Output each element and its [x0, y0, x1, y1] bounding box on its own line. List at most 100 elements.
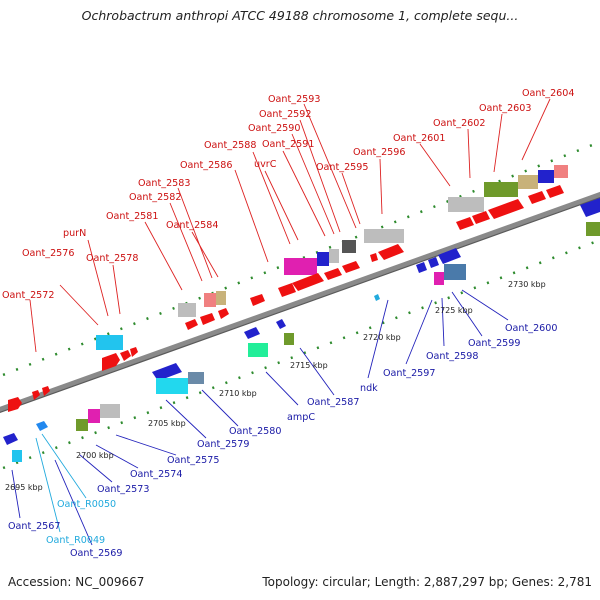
gene-arrow — [488, 199, 524, 219]
gene-arrow — [438, 248, 461, 264]
kbp-tick-label: 2700 kbp — [76, 451, 114, 460]
gene-arrow — [472, 211, 490, 224]
gene-label: Oant_2569 — [70, 548, 123, 559]
forward-genes — [8, 165, 568, 412]
gene-label: Oant_2602 — [433, 118, 486, 129]
gene-arrow — [416, 262, 427, 273]
gene-block — [216, 291, 226, 305]
gene-arrow — [250, 294, 265, 306]
gene-arrow — [130, 347, 138, 357]
gene-block — [518, 175, 538, 189]
gene-block — [586, 222, 600, 236]
gene-label: Oant_2583 — [138, 178, 191, 189]
forward-leader-lines — [29, 98, 551, 353]
accession-text: Accession: NC_009667 — [8, 575, 145, 589]
gene-arrow — [324, 268, 342, 280]
kbp-tick-label: 2705 kbp — [148, 419, 186, 428]
gene-label: ndk — [360, 383, 378, 394]
gene-label: Oant_2572 — [2, 290, 55, 301]
gene-label: Oant_2584 — [166, 220, 219, 231]
gene-block — [100, 404, 120, 418]
gene-arrow — [185, 319, 198, 330]
gene-block — [364, 229, 404, 243]
gene-block — [12, 450, 22, 462]
gene-label: Oant_2578 — [86, 253, 139, 264]
gene-block — [88, 409, 100, 423]
gene-block — [444, 264, 466, 280]
gene-label: Oant_2581 — [106, 211, 159, 222]
gene-arrow — [456, 217, 474, 230]
map-title: Ochrobactrum anthropi ATCC 49188 chromos… — [81, 8, 519, 23]
gene-block — [538, 170, 554, 183]
gene-block — [156, 378, 188, 394]
gene-arrow — [8, 397, 22, 412]
gene-arrow — [102, 353, 120, 371]
gene-label: Oant_2573 — [97, 484, 150, 495]
gene-arrow — [42, 386, 50, 396]
reverse-gene-labels: Oant_2567 Oant_2569 Oant_2573 Oant_2574 … — [8, 323, 558, 559]
kbp-tick-label: 2695 kbp — [5, 483, 43, 492]
gene-arrow — [342, 261, 360, 273]
forward-gene-labels: Oant_2572 Oant_2576 purN Oant_2578 Oant_… — [2, 88, 575, 301]
gene-block — [178, 303, 196, 317]
gene-label: Oant_2575 — [167, 455, 220, 466]
gene-arrow — [292, 273, 324, 291]
kbp-tick-label: 2710 kbp — [219, 389, 257, 398]
gene-arrow — [120, 350, 131, 361]
gene-label: Oant_2597 — [383, 368, 436, 379]
gene-arrow — [3, 433, 18, 445]
reverse-genes — [3, 198, 600, 462]
gene-block — [554, 165, 568, 178]
kbp-tick-label: 2725 kbp — [435, 306, 473, 315]
gene-label: Oant_2592 — [259, 109, 312, 120]
kbp-tick-label: 2730 kbp — [508, 280, 546, 289]
reverse-leader-lines — [11, 289, 509, 546]
gene-label: Oant_2591 — [262, 139, 315, 150]
kbp-tick-label: 2720 kbp — [363, 333, 401, 342]
gene-arrow — [36, 421, 48, 431]
gene-label: Oant_2582 — [129, 192, 182, 203]
gene-arrow — [278, 283, 296, 297]
gene-arrow — [276, 319, 286, 329]
gene-arrow — [428, 257, 439, 268]
gene-label: Oant_2579 — [197, 439, 250, 450]
gene-block — [448, 197, 484, 212]
topology-text: Topology: circular; Length: 2,887,297 bp… — [262, 575, 592, 589]
gene-label: Oant_2586 — [180, 160, 233, 171]
gene-label: Oant_R0050 — [57, 499, 116, 510]
gene-arrow — [370, 253, 378, 262]
gene-label: ampC — [287, 412, 315, 423]
gene-label: Oant_2600 — [505, 323, 558, 334]
gene-label: Oant_2593 — [268, 94, 321, 105]
gene-arrow — [546, 185, 564, 198]
rna-gene-labels: Oant_R0050 Oant_R0049 — [46, 499, 116, 546]
gene-block — [342, 240, 356, 253]
gene-block — [76, 419, 88, 431]
gene-label: Oant_2587 — [307, 397, 360, 408]
gene-block — [284, 258, 317, 275]
gene-block — [96, 335, 123, 350]
kbp-tick-label: 2715 kbp — [290, 361, 328, 370]
gene-arrow — [244, 327, 260, 339]
gene-label: Oant_2595 — [316, 162, 369, 173]
gene-label: purN — [63, 228, 86, 239]
chromosome-backbone — [0, 191, 600, 413]
gene-label: Oant_2574 — [130, 469, 183, 480]
gene-label: Oant_2567 — [8, 521, 61, 532]
gene-arrow — [152, 363, 182, 381]
gene-block — [434, 272, 444, 285]
gene-label: Oant_2604 — [522, 88, 575, 99]
gene-label: Oant_2601 — [393, 133, 446, 144]
gene-label: uvrC — [254, 159, 277, 170]
gene-label: Oant_2596 — [353, 147, 406, 158]
gene-block — [317, 252, 329, 266]
gene-label: Oant_2588 — [204, 140, 257, 151]
gene-label: Oant_2599 — [468, 338, 521, 349]
gene-block — [484, 182, 518, 197]
chromosome-backbone-shadow — [0, 196, 600, 414]
rna-leader-lines — [35, 433, 87, 533]
gene-arrow — [528, 191, 546, 204]
gene-arrow — [32, 390, 40, 400]
gene-label: Oant_2598 — [426, 351, 479, 362]
